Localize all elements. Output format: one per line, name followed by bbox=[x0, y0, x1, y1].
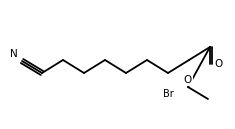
Text: Br: Br bbox=[163, 89, 173, 99]
Text: O: O bbox=[214, 59, 222, 69]
Text: O: O bbox=[184, 75, 192, 85]
Text: N: N bbox=[10, 49, 18, 59]
